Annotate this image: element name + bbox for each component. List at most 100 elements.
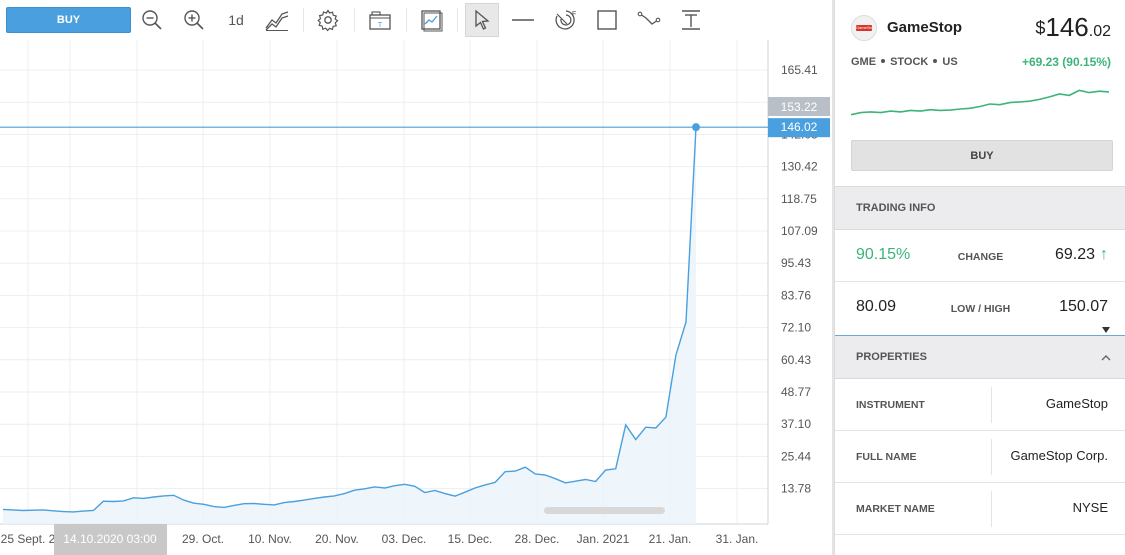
price-currency: $ — [1035, 18, 1046, 38]
x-tick-label: 31. Jan. — [716, 532, 759, 546]
property-divider — [991, 439, 992, 475]
property-label: INSTRUMENT — [856, 399, 925, 411]
property-value: GameStop — [1045, 396, 1108, 411]
crosshair-x-label-bg — [54, 524, 167, 555]
y-tick-label: 107.09 — [781, 224, 818, 238]
low-value: 80.09 — [856, 298, 897, 315]
y-tick-label: 25.44 — [781, 449, 811, 463]
change-value: 69.23 — [1054, 246, 1095, 263]
toolbar-divider — [457, 8, 458, 32]
y-tick-label: 83.76 — [781, 288, 811, 302]
svg-text:F: F — [572, 11, 576, 18]
price-chart-svg[interactable]: 165.41153.22142.08130.42118.75107.0995.4… — [0, 40, 832, 555]
zoom-out-button[interactable] — [136, 4, 168, 36]
x-axis-ticks: 25 Sept. 2 29. Oct. 10. Nov. 20. Nov. 03. De… — [1, 532, 759, 546]
chart-scrollbar[interactable] — [544, 507, 665, 514]
settings-button[interactable] — [312, 4, 344, 36]
x-tick-label: 03. Dec. — [382, 532, 427, 546]
toolbar-divider — [303, 8, 304, 32]
buy-button[interactable]: BUY — [6, 7, 131, 33]
indicators-button[interactable] — [415, 4, 447, 36]
instrument-name: GameStop — [887, 19, 963, 36]
change-label: CHANGE — [957, 251, 1004, 263]
change-percent: 90.15% — [856, 246, 911, 263]
x-tick-label: 20. Nov. — [315, 532, 359, 546]
price-area — [3, 127, 696, 524]
y-tick-label: 13.78 — [781, 482, 811, 496]
country: US — [942, 56, 958, 68]
property-divider — [991, 491, 992, 527]
y-tick-label: 118.75 — [781, 192, 817, 206]
trend-line-tool[interactable] — [633, 4, 665, 36]
asset-type: STOCK — [890, 56, 929, 68]
y-tick-label: 95.43 — [781, 256, 811, 270]
toolbar-divider — [406, 8, 407, 32]
panel-divider[interactable] — [832, 0, 834, 555]
series-group — [2, 123, 700, 524]
settings-icon — [317, 9, 339, 32]
x-tick-label: 29. Oct. — [182, 532, 224, 546]
x-tick-label: 15. Dec. — [448, 532, 493, 546]
fibonacci-icon: F — [555, 10, 576, 30]
interval-selector[interactable]: 1d — [220, 4, 252, 36]
panel-buy-button[interactable]: BUY — [851, 140, 1113, 171]
trading-info-header[interactable]: TRADING INFO — [835, 186, 1125, 230]
chart-toolbar: BUY 1d T F — [0, 0, 768, 40]
rectangle-icon — [597, 10, 617, 30]
low-high-label: LOW / HIGH — [950, 303, 1011, 315]
interval-label: 1d — [228, 12, 244, 28]
price-decimal: .02 — [1088, 23, 1111, 40]
chart-type-button[interactable] — [260, 4, 294, 36]
indicators-icon — [421, 10, 443, 32]
zoom-in-icon — [184, 10, 204, 30]
low-high-row: 80.09 LOW / HIGH 150.07 — [835, 283, 1125, 334]
x-tick-label: Jan. 2021 — [577, 532, 630, 546]
caret-down-icon[interactable] — [1102, 327, 1110, 333]
high-label-bg — [768, 97, 830, 116]
property-label: FULL NAME — [856, 451, 917, 463]
template-button[interactable]: T — [364, 4, 396, 36]
up-arrow-icon: ↑ — [1100, 246, 1108, 263]
dot-separator — [933, 59, 938, 63]
sparkline-series — [851, 89, 1109, 116]
properties-title: PROPERTIES — [856, 351, 927, 363]
x-tick-label: 28. Dec. — [515, 532, 560, 546]
price-integer: 146 — [1045, 12, 1089, 42]
template-icon: T — [369, 11, 391, 30]
sparkline — [851, 89, 1109, 116]
price-chart[interactable]: 165.41153.22142.08130.42118.75107.0995.4… — [0, 40, 832, 555]
svg-text:T: T — [378, 22, 383, 29]
y-tick-label: 48.77 — [781, 385, 811, 399]
dot-separator — [881, 59, 886, 63]
y-tick-label: 37.10 — [781, 417, 811, 431]
text-tool[interactable] — [675, 4, 707, 36]
horizontal-line-tool[interactable] — [507, 4, 539, 36]
property-label: MARKET NAME — [856, 503, 935, 515]
zoom-out-icon — [142, 10, 162, 30]
fibonacci-tool[interactable]: F — [549, 4, 581, 36]
property-divider — [991, 387, 992, 423]
current-price-label: 146.02 — [781, 120, 818, 134]
chevron-up-icon[interactable] — [1100, 352, 1112, 364]
x-tick-label: 10. Nov. — [248, 532, 292, 546]
property-value: NYSE — [1072, 500, 1108, 515]
zoom-in-button[interactable] — [178, 4, 210, 36]
instrument-panel: GameStop GameStop $146.02 GME STOCK US +69… — [834, 0, 1125, 555]
gamestop-logo-icon: GameStop — [856, 25, 872, 31]
property-row-full-name: FULL NAME GameStop Corp. — [835, 431, 1125, 483]
y-tick-label: 72.10 — [781, 321, 811, 335]
x-tick-label: 21. Jan. — [649, 532, 692, 546]
crosshair-x-label: 14.10.2020 03:00 — [63, 532, 157, 546]
ticker: GME — [851, 56, 877, 68]
high-price-label: 153.22 — [781, 100, 818, 114]
properties-header[interactable]: PROPERTIES — [835, 335, 1125, 379]
text-icon — [682, 10, 700, 30]
rectangle-tool[interactable] — [591, 4, 623, 36]
trend-line-icon — [637, 11, 661, 25]
property-row-market-name: MARKET NAME NYSE — [835, 483, 1125, 535]
y-tick-label: 165.41 — [781, 63, 818, 77]
cursor-tool-button[interactable] — [465, 3, 499, 37]
price-change: +69.23 (90.15%) — [1021, 55, 1111, 69]
instrument-logo: GameStop — [851, 15, 877, 41]
chart-type-icon — [265, 11, 289, 31]
